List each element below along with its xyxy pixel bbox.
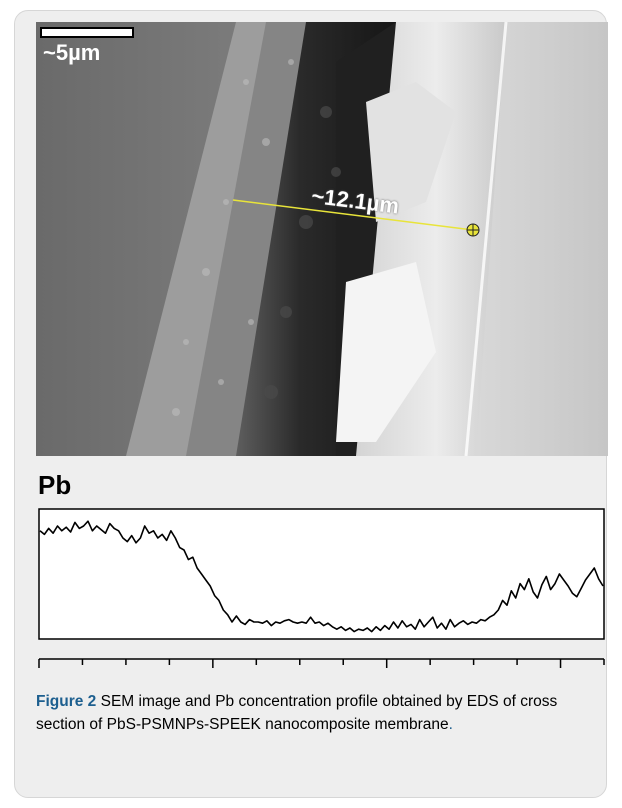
figure-caption: Figure 2 SEM image and Pb concentration … [36,690,604,736]
measurement-endpoint-marker [467,224,479,236]
sem-image: ~5µm ~12.1µm [36,22,608,456]
caption-text: SEM image and Pb concentration profile o… [36,693,557,733]
caption-end: . [449,716,453,733]
plot-frame [39,509,604,639]
sem-micrograph [36,22,608,456]
caption-label: Figure 2 [36,693,96,710]
profile-title: Pb [38,472,71,498]
scale-bar-label: ~5µm [43,42,100,64]
scale-bar [40,27,134,38]
pb-profile-chart [38,508,606,668]
